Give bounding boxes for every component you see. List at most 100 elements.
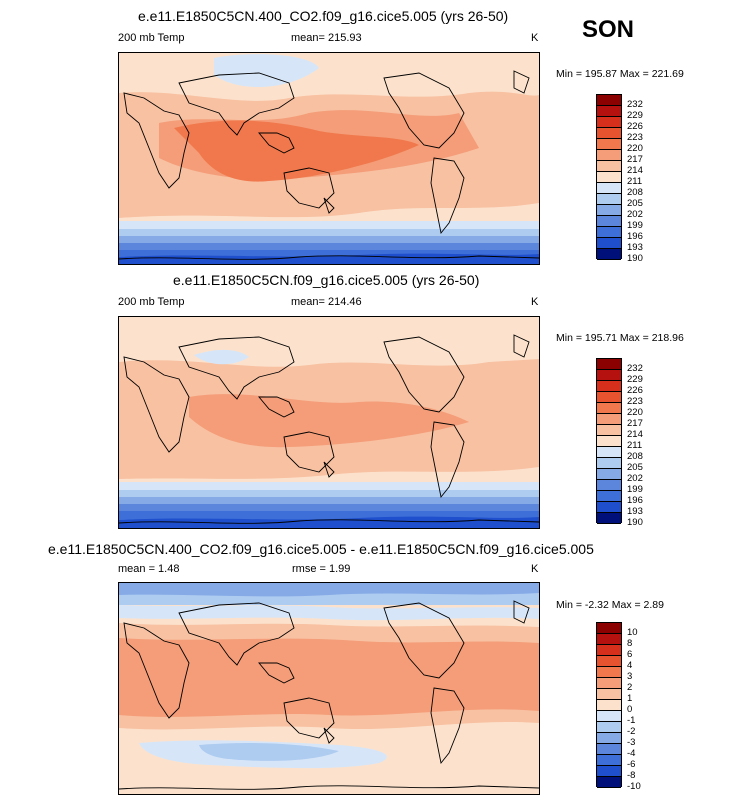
- panel-1-colorbar-tick: 211: [627, 176, 643, 187]
- panel-3-colorbar-swatch: [597, 722, 621, 733]
- panel-2-colorbar-tick: 214: [627, 429, 643, 440]
- panel-3-colorbar-tick: -3: [627, 737, 636, 748]
- panel-3-colorbar-swatch: [597, 667, 621, 678]
- panel-3-colorbar-swatch: [597, 733, 621, 744]
- panel-3-colorbar-swatch: [597, 744, 621, 755]
- panel-3-rmse-label: rmse = 1.99: [292, 563, 351, 575]
- panel-1-colorbar-tick: 217: [627, 154, 643, 165]
- panel-1-colorbar-tick: 202: [627, 209, 643, 220]
- panel-3-contour-field: [119, 583, 539, 794]
- panel-2-colorbar-tick: 217: [627, 418, 643, 429]
- panel-2-colorbar-swatch: [597, 513, 621, 524]
- panel-2-colorbar-swatch: [597, 425, 621, 436]
- panel-2-colorbar-tick: 211: [627, 440, 643, 451]
- panel-1-colorbar-swatch: [597, 95, 621, 106]
- panel-3-colorbar-tick: 1: [627, 693, 633, 704]
- panel-3-colorbar-tick: 8: [627, 638, 633, 649]
- panel-3-colorbar-tick: 0: [627, 704, 633, 715]
- panel-1-colorbar-swatch: [597, 172, 621, 183]
- panel-1-map: [118, 52, 540, 265]
- panel-1-colorbar-swatch: [597, 117, 621, 128]
- panel-3-map: [118, 582, 540, 795]
- panel-3-colorbar-tick: 2: [627, 682, 633, 693]
- panel-3-colorbar-tick: -4: [627, 748, 636, 759]
- panel-1-colorbar-swatch: [597, 227, 621, 238]
- panel-2-colorbar-tick: 193: [627, 506, 643, 517]
- panel-1-contour-field: [119, 53, 539, 264]
- panel-3-minmax-label: Min = -2.32 Max = 2.89: [556, 599, 664, 611]
- panel-2-map: [118, 316, 540, 529]
- panel-2-colorbar-swatch: [597, 436, 621, 447]
- panel-3-colorbar-tick: -1: [627, 715, 636, 726]
- panel-1-colorbar-tick: 220: [627, 143, 643, 154]
- panel-3-title: e.e11.E1850C5CN.400_CO2.f09_g16.cice5.00…: [48, 541, 594, 557]
- panel-3-colorbar-tick: 3: [627, 671, 633, 682]
- panel-2-mean-label: mean= 214.46: [291, 296, 362, 308]
- panel-3-colorbar-swatch: [597, 656, 621, 667]
- panel-3-colorbar-tick: 4: [627, 660, 633, 671]
- panel-2-minmax-label: Min = 195.71 Max = 218.96: [556, 332, 684, 344]
- panel-2-colorbar: 232 229 226 223 220 217 214 211 208 205 …: [596, 358, 643, 528]
- panel-3-colorbar-swatch: [597, 623, 621, 634]
- panel-1-title: e.e11.E1850C5CN.400_CO2.f09_g16.cice5.00…: [138, 8, 509, 24]
- panel-3-colorbar-swatch: [597, 766, 621, 777]
- panel-2-colorbar-swatch: [597, 447, 621, 458]
- panel-3-colorbar-tick: 10: [627, 627, 638, 638]
- season-label: SON: [582, 16, 635, 43]
- panel-1-colorbar-tick: 205: [627, 198, 643, 209]
- panel-3-colorbar-tick: -2: [627, 726, 636, 737]
- panel-1-colorbar-tick: 196: [627, 231, 643, 242]
- panel-3-colorbar-tick: -6: [627, 759, 636, 770]
- panel-1-colorbar-tick: 226: [627, 121, 643, 132]
- panel-2-colorbar-tick: 223: [627, 396, 643, 407]
- panel-2-colorbar-swatch: [597, 458, 621, 469]
- panel-1-colorbar-swatch: [597, 238, 621, 249]
- panel-2-colorbar-tick: 229: [627, 374, 643, 385]
- panel-2-colorbar-tick: 205: [627, 462, 643, 473]
- panel-3-colorbar-tick: 6: [627, 649, 633, 660]
- panel-3-colorbar-tick: -10: [627, 781, 641, 792]
- panel-2-colorbar-tick: 190: [627, 517, 643, 528]
- panel-2-colorbar-tick: 232: [627, 363, 643, 374]
- panel-3-colorbar-swatch: [597, 711, 621, 722]
- panel-3-colorbar-swatch: [597, 634, 621, 645]
- panel-1-colorbar-swatch: [597, 183, 621, 194]
- panel-1-colorbar-swatch: [597, 150, 621, 161]
- panel-1-colorbar-swatch: [597, 161, 621, 172]
- panel-3-colorbar-tick: -8: [627, 770, 636, 781]
- panel-1-colorbar-tick: 223: [627, 132, 643, 143]
- panel-1-colorbar-swatch: [597, 205, 621, 216]
- panel-2-colorbar-tick: 202: [627, 473, 643, 484]
- panel-2-colorbar-tick: 199: [627, 484, 643, 495]
- panel-1-mean-label: mean= 215.93: [291, 32, 362, 44]
- panel-1-colorbar-tick: 190: [627, 253, 643, 264]
- panel-1-colorbar-swatch: [597, 194, 621, 205]
- panel-2-units-label: K: [531, 296, 539, 308]
- panel-2-colorbar-swatch: [597, 392, 621, 403]
- panel-1-colorbar-tick: 193: [627, 242, 643, 253]
- panel-3-colorbar: 10 8 6 4 3 2 1 0 -1 -2 -3 -4 -6 -8 -10: [596, 622, 641, 792]
- panel-1-units-label: K: [531, 32, 539, 44]
- panel-3-colorbar-swatch: [597, 777, 621, 788]
- panel-2-colorbar-swatch: [597, 502, 621, 513]
- panel-1-colorbar-tick: 208: [627, 187, 643, 198]
- panel-2-colorbar-swatch: [597, 491, 621, 502]
- panel-1-minmax-label: Min = 195.87 Max = 221.69: [556, 68, 684, 80]
- panel-3-colorbar-swatch: [597, 689, 621, 700]
- panel-2-colorbar-swatch: [597, 403, 621, 414]
- panel-1-colorbar-tick: 214: [627, 165, 643, 176]
- panel-1-colorbar-tick: 229: [627, 110, 643, 121]
- panel-3-units-label: K: [531, 563, 539, 575]
- panel-2-colorbar-tick: 208: [627, 451, 643, 462]
- panel-2-colorbar-swatch: [597, 381, 621, 392]
- panel-2-title: e.e11.E1850C5CN.f09_g16.cice5.005 (yrs 2…: [173, 272, 480, 288]
- panel-1-colorbar-swatch: [597, 216, 621, 227]
- panel-3-colorbar-swatch: [597, 755, 621, 766]
- panel-3-colorbar-swatch: [597, 700, 621, 711]
- panel-1-colorbar-swatch: [597, 128, 621, 139]
- panel-1-colorbar-tick: 199: [627, 220, 643, 231]
- panel-2-colorbar-tick: 226: [627, 385, 643, 396]
- panel-2-contour-field: [119, 317, 539, 528]
- panel-2-colorbar-swatch: [597, 469, 621, 480]
- panel-2-variable-label: 200 mb Temp: [118, 296, 185, 308]
